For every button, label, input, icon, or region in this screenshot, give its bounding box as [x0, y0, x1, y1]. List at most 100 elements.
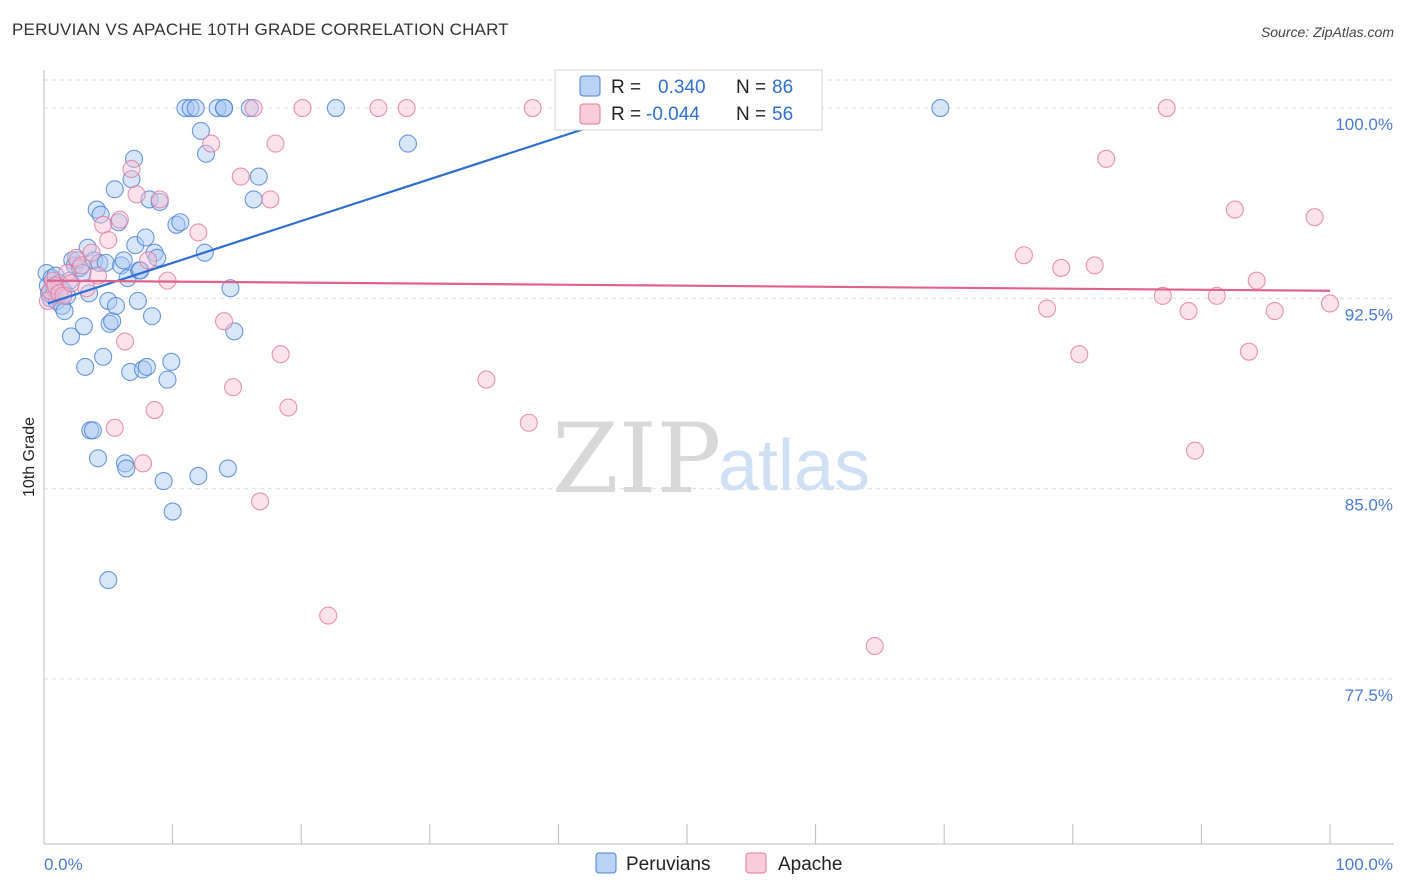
stats-r-label-peruvians: R =	[611, 77, 641, 98]
point-peruvians	[171, 213, 190, 232]
point-apache	[189, 223, 208, 242]
stats-n-value-peruvians: 86	[772, 77, 793, 98]
point-apache	[1153, 286, 1172, 305]
point-apache	[82, 243, 101, 262]
stats-n-label-peruvians: N =	[736, 77, 766, 98]
point-peruvians	[100, 314, 119, 333]
point-apache	[139, 251, 158, 270]
point-peruvians	[398, 134, 417, 153]
trend-line-apache	[46, 279, 1331, 292]
point-peruvians	[154, 472, 173, 491]
stats-n-value-apache: 56	[772, 104, 793, 125]
point-peruvians	[103, 312, 122, 331]
point-apache	[202, 134, 221, 153]
point-peruvians	[106, 296, 126, 316]
point-apache	[133, 454, 153, 473]
point-peruvians	[191, 121, 210, 140]
point-peruvians	[74, 317, 93, 336]
point-apache	[244, 99, 263, 118]
point-peruvians	[218, 459, 237, 478]
point-apache	[261, 190, 280, 209]
stats-legend: R = 0.340 N = 86 R = -0.044 N = 56	[554, 69, 823, 131]
point-apache	[279, 398, 298, 417]
y-tick-label: 77.5%	[1345, 686, 1393, 705]
point-peruvians	[94, 347, 113, 366]
stats-legend-swatch-peruvians	[579, 75, 601, 97]
point-apache	[145, 401, 164, 420]
point-apache	[1070, 345, 1089, 364]
series-legend: Peruvians Apache	[595, 852, 842, 875]
point-apache	[1038, 299, 1057, 318]
x-tick-label: 100.0%	[1335, 855, 1393, 874]
point-apache	[1265, 302, 1284, 321]
axes	[43, 70, 1394, 845]
y-tick-label: 92.5%	[1345, 305, 1393, 324]
point-peruvians	[162, 352, 181, 371]
point-apache	[223, 378, 243, 397]
point-apache	[1207, 286, 1226, 305]
watermark-zip: ZIP	[552, 403, 721, 515]
point-peruvians	[181, 99, 200, 118]
watermark: ZIP atlas	[552, 403, 870, 515]
point-apache	[250, 492, 270, 511]
point-peruvians	[126, 236, 145, 255]
point-peruvians	[326, 99, 345, 118]
stats-r-label-apache: R =	[611, 104, 641, 125]
tick-labels: 100.0% 92.5% 85.0% 77.5% 0.0% 100.0%	[44, 115, 1393, 874]
point-peruvians	[145, 243, 164, 262]
point-apache	[1052, 258, 1071, 277]
point-apache	[1305, 208, 1324, 227]
point-peruvians	[137, 357, 156, 376]
point-apache	[61, 274, 81, 293]
trend-lines	[46, 107, 1331, 305]
stats-r-value-peruvians: 0.340	[658, 77, 706, 98]
point-apache	[127, 185, 146, 204]
point-peruvians	[117, 459, 136, 478]
point-peruvians	[88, 449, 108, 468]
y-tick-label: 85.0%	[1345, 496, 1393, 515]
trend-line-peruvians	[47, 107, 649, 305]
point-apache	[110, 210, 129, 229]
stats-legend-swatch-apache	[579, 103, 601, 125]
chart-title: PERUVIAN VS APACHE 10TH GRADE CORRELATIO…	[12, 20, 509, 39]
x-tick-label: 0.0%	[44, 855, 83, 874]
point-peruvians	[163, 502, 182, 521]
point-peruvians	[244, 190, 263, 209]
point-peruvians	[65, 256, 84, 275]
stats-r-value-apache: -0.044	[646, 104, 700, 125]
point-apache	[266, 134, 285, 153]
point-apache	[319, 606, 338, 625]
point-apache	[1247, 271, 1266, 290]
point-peruvians	[186, 99, 205, 118]
point-peruvians	[249, 167, 268, 186]
point-peruvians	[105, 180, 124, 199]
point-apache	[214, 312, 234, 331]
legend-label-apache: Apache	[778, 854, 842, 875]
point-apache	[1225, 200, 1244, 219]
point-apache	[88, 266, 108, 285]
point-peruvians	[55, 302, 74, 321]
point-apache	[397, 99, 416, 118]
point-peruvians	[214, 99, 234, 118]
point-apache	[1014, 246, 1033, 265]
point-peruvians	[76, 357, 95, 376]
point-apache	[865, 637, 884, 656]
watermark-atlas: atlas	[718, 426, 870, 506]
point-peruvians	[221, 279, 240, 298]
point-apache	[271, 345, 290, 364]
point-apache	[1320, 294, 1340, 313]
point-peruvians	[189, 466, 208, 486]
point-peruvians	[176, 99, 195, 118]
stats-n-label-apache: N =	[736, 104, 766, 125]
point-peruvians	[114, 251, 133, 270]
point-apache	[1157, 99, 1176, 118]
point-peruvians	[196, 144, 216, 163]
point-peruvians	[83, 421, 102, 440]
point-apache	[369, 99, 388, 118]
point-apache	[115, 332, 135, 351]
point-apache	[105, 418, 124, 437]
point-apache	[1085, 256, 1104, 275]
point-peruvians	[208, 99, 227, 118]
point-apache	[1239, 342, 1259, 361]
